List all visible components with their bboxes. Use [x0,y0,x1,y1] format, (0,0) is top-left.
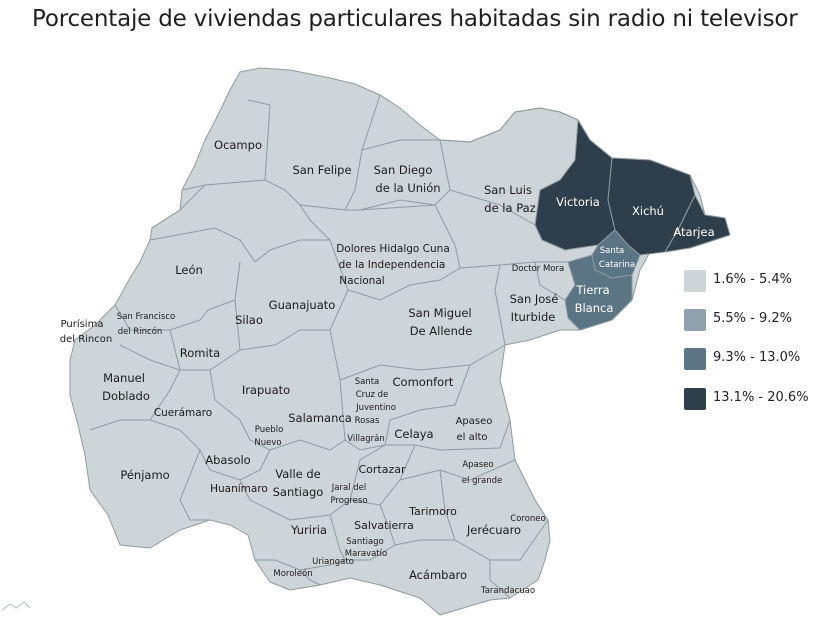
corner-mark-icon [1,601,31,611]
label-salvatierra: Salvatierra [354,519,414,532]
municipality-labels: Ocampo San Felipe San Diego de la Unión S… [60,138,715,596]
region-atarjea[interactable] [664,194,731,253]
label-coroneo: Coroneo [510,514,545,524]
label-tarimoro: Tarimoro [408,505,457,518]
legend-label: 5.5% - 9.2% [713,311,793,326]
label-villagran: Villagrán [347,434,384,444]
label-salamanca: Salamanca [288,411,352,425]
label-san-felipe: San Felipe [292,163,351,177]
label-penjamo: Pénjamo [120,468,169,482]
label-santa-catarina: Santa Catarina [599,246,635,270]
label-dolores: Dolores Hidalgo Cuna de la Independencia N… [336,243,450,287]
label-celaya: Celaya [394,427,433,441]
label-uriangato: Uriangato [312,557,354,567]
label-valle: Valle de Santiago [273,467,324,499]
label-huanimaro: Huanímaro [210,483,268,495]
label-tarandacuao: Tarandacuao [480,586,535,596]
label-guanajuato: Guanajuato [269,298,336,312]
label-romita: Romita [180,346,220,360]
legend-swatch [684,388,706,410]
label-yuriria: Yuriria [290,523,327,537]
map-title: Porcentaje de viviendas particulares hab… [32,6,798,32]
label-manuel-doblado: Manuel Doblado [102,371,150,403]
region-tierra-blanca[interactable] [564,254,633,331]
label-silao: Silao [235,313,263,327]
legend-swatch [684,348,706,370]
label-jerecuaro: Jerécuaro [466,523,521,537]
label-santiago-maravatio: Santiago Maravatío [345,537,387,559]
label-apaseo-grande: Apaseo el grande [462,460,502,486]
legend-label: 1.6% - 5.4% [713,272,793,287]
label-san-diego: San Diego de la Unión [374,163,441,195]
municipal-borders [89,94,579,599]
label-comonfort: Comonfort [393,375,454,389]
label-acambaro: Acámbaro [409,568,467,582]
legend-swatch [684,270,706,292]
label-xichu: Xichú [632,204,664,218]
label-pueblo-nuevo: Pueblo Nuevo [254,425,283,448]
label-irapuato: Irapuato [242,383,290,397]
label-san-miguel: San Miguel De Allende [408,306,472,338]
label-doctor-mora: Doctor Mora [512,264,564,274]
label-jaral: Jaral del Progreso [330,483,367,506]
label-san-luis: San Luis de la Paz [484,183,536,215]
label-san-jose: San José Iturbide [510,292,559,324]
label-tierra-blanca: Tierra Blanca [575,283,614,315]
label-santa-cruz: Santa Cruz de Juventino Rosas [355,377,396,426]
legend-label: 9.3% - 13.0% [713,350,801,365]
label-moroleon: Moroleón [273,568,312,579]
label-atarjea: Atarjea [673,225,714,239]
label-victoria: Victoria [556,195,600,209]
label-apaseo-alto: Apaseo el alto [456,416,493,443]
state-outline [69,67,731,616]
label-abasolo: Abasolo [205,453,250,467]
label-san-francisco: San Francisco del Rincón [117,312,175,337]
legend-swatch [684,309,706,331]
label-purisima: Purísima del Rincon [60,318,112,345]
label-cortazar: Cortazar [358,463,406,476]
label-cueramaro: Cuerámaro [154,407,212,419]
label-ocampo: Ocampo [214,138,262,152]
label-leon: León [175,263,203,277]
legend-label: 13.1% - 20.6% [713,390,809,405]
